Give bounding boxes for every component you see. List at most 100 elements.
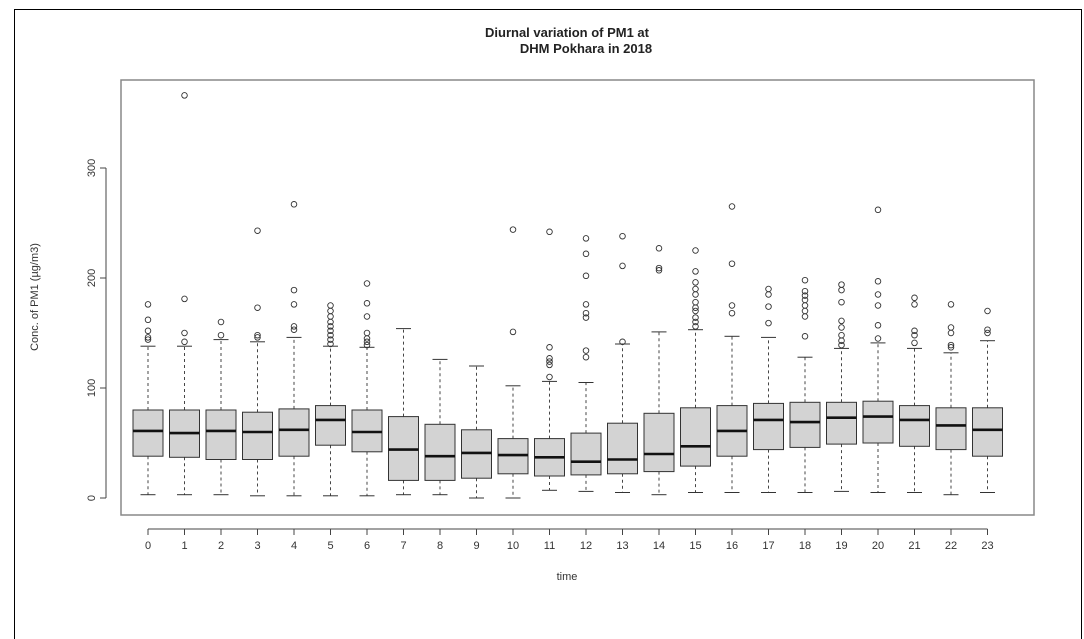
outlier-point [582,235,590,242]
outlier-point [546,228,553,236]
outlier-point [874,206,882,214]
outlier-point [728,309,736,317]
outlier-point [582,272,590,280]
outlier-point [947,344,955,351]
outlier-point [363,329,371,337]
outlier-point [765,319,772,327]
outlier-point [692,304,699,311]
x-tick-label: 2 [218,540,224,552]
y-tick-label: 0 [86,495,98,501]
box-7 [388,328,419,496]
x-tick-label: 19 [835,540,847,552]
box-17 [753,285,784,493]
outlier-point [327,340,334,348]
outlier-point [254,334,261,341]
outlier-point [254,227,261,234]
iqr-box [278,408,310,457]
x-axis: 0 1 2 3 4 5 6 7 8 9 10 11 12 13 14 15 16 17 18 19 20 21 22 23 [145,528,994,552]
plot-area-border [120,79,1035,516]
x-tick-label: 17 [762,540,774,552]
outlier-point [728,302,736,309]
outlier-point [801,333,809,340]
boxes-group [132,92,1003,499]
x-tick-label: 0 [145,540,151,552]
outlier-point [582,353,590,361]
outlier-point [363,313,371,320]
outlier-point [838,281,845,288]
outlier-point [327,327,334,335]
outlier-point [801,302,809,309]
x-tick-label: 10 [507,540,519,552]
outlier-point [290,286,298,294]
x-tick-label: 9 [473,540,479,552]
outlier-point [582,250,590,258]
box-8 [424,358,456,496]
outlier-point [327,302,334,309]
outlier-point [874,302,882,309]
outlier-point [838,286,845,294]
outlier-point [801,296,809,304]
outlier-point [801,307,809,315]
outlier-point [728,203,736,210]
outlier-point [984,326,991,333]
outlier-point [582,347,590,354]
outlier-point [692,247,699,254]
outlier-point [947,301,955,308]
outlier-point [619,338,626,346]
outlier-point [838,331,845,339]
chart-title-line1: Diurnal variation of PM1 at [485,25,650,40]
y-tick-label: 200 [86,269,98,287]
iqr-box [753,402,784,451]
outlier-point [181,92,188,99]
x-tick-label: 20 [872,540,884,552]
outlier-point [765,303,772,310]
box-10 [497,226,529,499]
outlier-point [801,292,809,299]
outlier-point [509,328,517,336]
x-tick-label: 3 [254,540,260,552]
outlier-point [363,338,371,346]
iqr-box [789,401,821,448]
box-4 [278,201,310,497]
iqr-box [132,409,164,457]
x-tick-label: 16 [726,540,738,552]
iqr-box [972,407,1003,457]
box-18 [789,276,821,493]
outlier-point [217,331,225,339]
x-tick-label: 6 [364,540,370,552]
x-tick-label: 18 [799,540,811,552]
outlier-point [765,291,772,298]
box-2 [205,318,237,496]
outlier-point [582,314,590,321]
outlier-point [838,298,845,306]
outlier-point [874,291,882,298]
outlier-point [655,245,663,252]
outlier-point [144,334,152,341]
outlier-point [290,323,298,330]
outlier-point [619,262,626,270]
outlier-point [984,307,991,315]
x-tick-label: 12 [580,540,592,552]
box-16 [716,203,748,493]
x-tick-label: 5 [327,540,333,552]
box-15 [680,247,711,493]
iqr-box [862,400,894,444]
outlier-point [144,301,152,308]
outlier-point [181,338,188,346]
box-23 [972,307,1003,493]
outlier-point [765,285,772,293]
outlier-point [254,331,261,339]
x-tick-label: 22 [945,540,957,552]
iqr-box [205,409,237,460]
outlier-point [546,355,553,362]
box-6 [351,280,383,497]
outlier-point [911,327,918,335]
box-0 [132,301,164,496]
iqr-box [607,422,638,475]
outlier-point [546,361,553,369]
outlier-point [984,329,991,337]
outlier-point [327,336,334,343]
x-tick-label: 8 [437,540,443,552]
outlier-point [692,291,699,298]
outlier-point [509,226,517,233]
